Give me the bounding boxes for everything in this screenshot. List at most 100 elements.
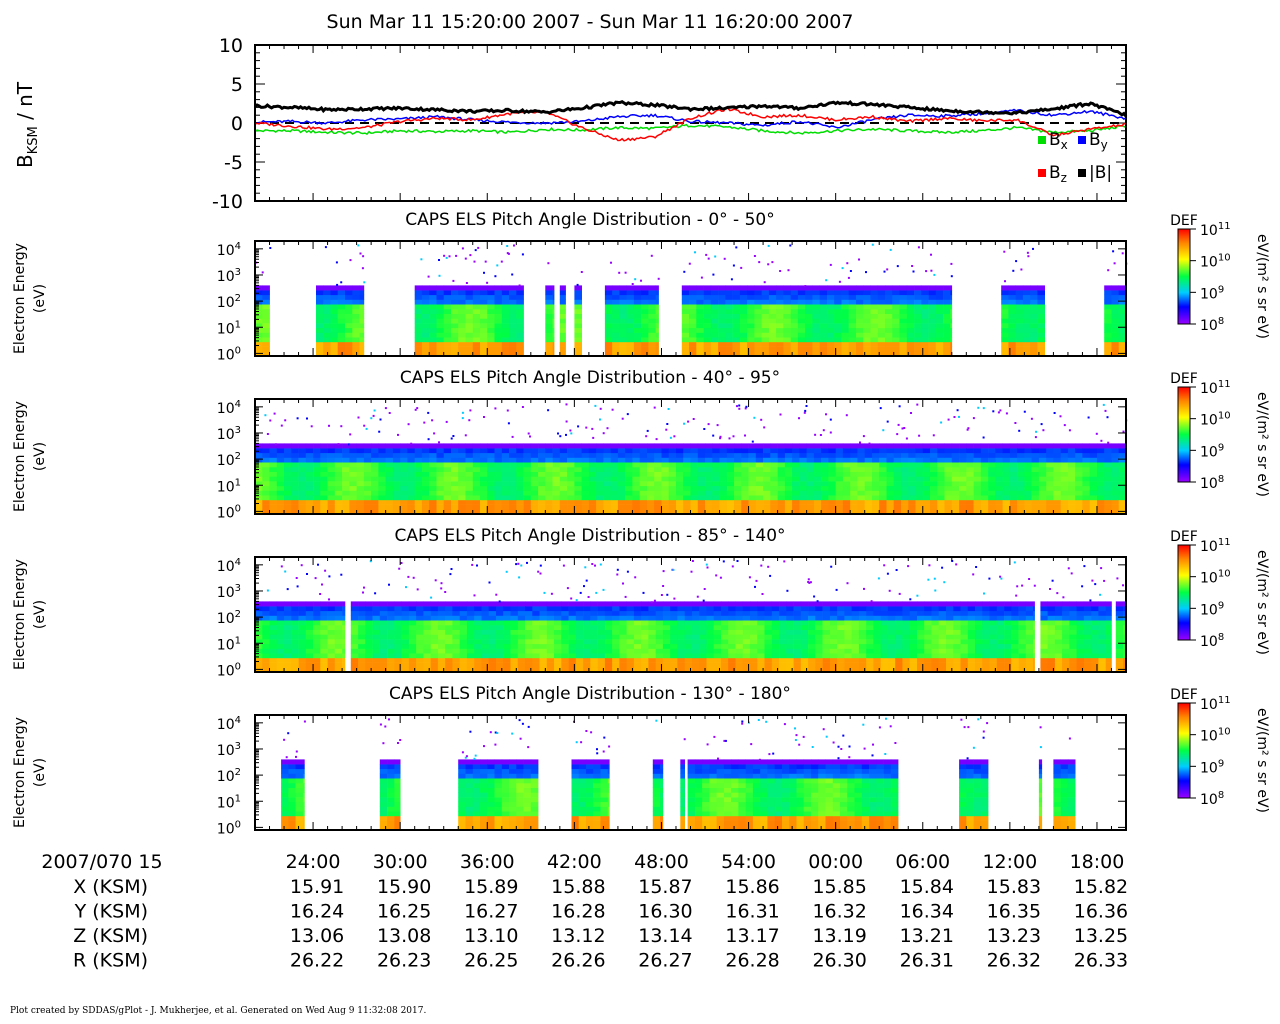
spectrogram-cell bbox=[696, 351, 704, 357]
spectrogram-cell bbox=[768, 327, 777, 333]
spectrogram-cell bbox=[421, 346, 430, 352]
spectrogram-cell bbox=[747, 351, 755, 357]
spectrogram-cell bbox=[697, 495, 706, 501]
spectrogram-cell bbox=[750, 662, 758, 668]
spectrogram-cell bbox=[510, 667, 519, 673]
spectrogram-cell bbox=[503, 606, 511, 612]
spectrogram-cell bbox=[517, 662, 526, 668]
spectrogram-cell bbox=[676, 443, 684, 449]
spectrogram-cell bbox=[379, 601, 388, 607]
spectrogram-cell bbox=[488, 634, 497, 640]
spectrogram-cell bbox=[1002, 504, 1011, 510]
spectrogram-speckle bbox=[602, 432, 605, 435]
spectrogram-cell bbox=[1037, 337, 1045, 343]
spectrogram-cell bbox=[619, 318, 627, 324]
spectrogram-cell bbox=[423, 629, 431, 635]
spectrogram-cell bbox=[407, 490, 415, 496]
spectrogram-cell bbox=[443, 285, 452, 291]
spectrogram-cell bbox=[559, 490, 568, 496]
spectrogram-cell bbox=[604, 615, 613, 621]
spectrogram-speckle bbox=[280, 565, 283, 568]
spectrogram-cell bbox=[568, 620, 577, 626]
spectrogram-cell bbox=[262, 504, 270, 510]
spectrogram-cell bbox=[943, 309, 951, 314]
spectrogram-cell bbox=[741, 467, 749, 472]
spectrogram-cell bbox=[1104, 495, 1112, 501]
spectrogram-cell bbox=[937, 462, 945, 468]
spectrogram-cell bbox=[612, 309, 620, 314]
spectrogram-cell bbox=[1046, 471, 1054, 477]
spectrogram-cell bbox=[604, 332, 613, 338]
spectrogram-cell bbox=[661, 457, 670, 463]
spectrogram-cell bbox=[625, 509, 633, 515]
spectrogram-cell bbox=[465, 318, 474, 324]
spectrogram-cell bbox=[313, 452, 321, 458]
spectrogram-cell bbox=[523, 457, 532, 463]
spectrogram-cell bbox=[792, 490, 800, 496]
spectrogram-cell bbox=[284, 653, 292, 659]
spectrogram-cell bbox=[1024, 443, 1032, 449]
spectrogram-cell bbox=[719, 448, 728, 454]
spectrogram-cell bbox=[812, 313, 820, 319]
spectrogram-cell bbox=[768, 304, 777, 310]
spectrogram-cell bbox=[806, 499, 815, 505]
spectrogram-cell bbox=[696, 337, 704, 343]
spectrogram-cell bbox=[835, 443, 844, 449]
spectrogram-cell bbox=[1031, 495, 1040, 501]
spectrogram-cell bbox=[768, 290, 777, 296]
spectrogram-cell bbox=[661, 499, 670, 505]
spectrogram-cell bbox=[487, 495, 495, 501]
spectrogram-cell bbox=[588, 476, 597, 482]
spectrogram-cell bbox=[819, 313, 828, 319]
spectrogram-cell bbox=[516, 309, 524, 314]
spectrogram-cell bbox=[407, 462, 415, 468]
spectrogram-cell bbox=[661, 452, 670, 458]
spectrogram-cell bbox=[262, 457, 270, 463]
spectrogram-cell bbox=[763, 452, 771, 458]
spectrogram-cell bbox=[647, 490, 655, 496]
spectrogram-cell bbox=[481, 625, 490, 630]
spectrogram-cell bbox=[1008, 341, 1016, 347]
spectrogram-cell bbox=[443, 327, 452, 333]
spectrogram-cell bbox=[1037, 323, 1045, 329]
spectrogram-cell bbox=[973, 443, 982, 449]
spectrogram-cell bbox=[944, 471, 953, 477]
spectrogram-speckle bbox=[505, 570, 508, 573]
spectrogram-cell bbox=[1053, 476, 1061, 482]
spectrogram-cell bbox=[857, 467, 865, 472]
panel-title: CAPS ELS Pitch Angle Distribution - 85° … bbox=[394, 526, 785, 546]
spectrogram-cell bbox=[655, 309, 659, 314]
spectrogram-cell bbox=[575, 657, 584, 663]
spectrogram-cell bbox=[378, 481, 386, 487]
spectrogram-cell bbox=[496, 643, 504, 649]
spectrogram-cell bbox=[770, 499, 778, 505]
spectrogram-cell bbox=[401, 653, 410, 659]
spectrogram-cell bbox=[298, 610, 307, 616]
spectrogram-cell bbox=[703, 327, 712, 333]
spectrogram-cell bbox=[633, 657, 642, 663]
spectrogram-cell bbox=[1017, 467, 1025, 472]
spectrogram-cell bbox=[842, 485, 851, 491]
spectrogram-cell bbox=[980, 499, 989, 505]
spectrogram-cell bbox=[262, 509, 270, 515]
spectrogram-cell bbox=[503, 643, 511, 649]
spectrogram-cell bbox=[255, 285, 263, 291]
spectrogram-speckle bbox=[433, 432, 436, 435]
spectrogram-cell bbox=[313, 667, 321, 673]
spectrogram-cell bbox=[1075, 462, 1083, 468]
spectrogram-cell bbox=[350, 657, 359, 663]
spectrogram-cell bbox=[980, 481, 989, 487]
spectrogram-cell bbox=[545, 341, 553, 347]
spectrogram-cell bbox=[334, 639, 343, 645]
spectrogram-cell bbox=[574, 476, 582, 482]
spectrogram-cell bbox=[725, 318, 733, 324]
spectrogram-cell bbox=[741, 462, 749, 468]
spectrogram-cell bbox=[619, 304, 627, 310]
spectrogram-cell bbox=[1097, 462, 1105, 468]
spectrogram-cell bbox=[407, 485, 415, 491]
spectrogram-cell bbox=[1082, 448, 1090, 454]
spectrogram-cell bbox=[1082, 495, 1090, 501]
spectrogram-cell bbox=[574, 443, 582, 449]
spectrogram-speckle bbox=[300, 564, 303, 567]
spectrogram-cell bbox=[1111, 509, 1120, 515]
